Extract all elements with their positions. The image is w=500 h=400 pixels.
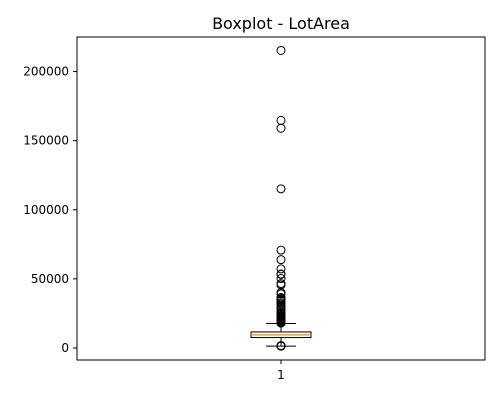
y-tick-label: 0 xyxy=(61,341,69,355)
y-tick-label: 200000 xyxy=(23,65,69,79)
outlier-point xyxy=(276,255,286,265)
outlier-point xyxy=(276,264,286,274)
outlier-point xyxy=(276,115,286,125)
axes: 0 50000 100000 150000 200000 1 xyxy=(23,36,486,382)
outlier-point xyxy=(276,245,286,255)
box-group xyxy=(250,45,312,351)
chart-title: Boxplot - LotArea xyxy=(212,14,350,33)
x-tick-label: 1 xyxy=(277,368,285,382)
outlier-point xyxy=(276,341,286,351)
outlier-point xyxy=(276,184,286,194)
y-tick-label: 50000 xyxy=(31,272,69,286)
outlier-point xyxy=(276,45,286,55)
outlier-point xyxy=(276,269,286,279)
y-tick-label: 100000 xyxy=(23,203,69,217)
outlier-point xyxy=(276,318,286,328)
outlier-point xyxy=(276,289,286,299)
plot-area xyxy=(250,45,312,351)
y-tick-label: 150000 xyxy=(23,134,69,148)
outlier-point xyxy=(276,123,286,133)
outlier-point xyxy=(276,273,286,283)
